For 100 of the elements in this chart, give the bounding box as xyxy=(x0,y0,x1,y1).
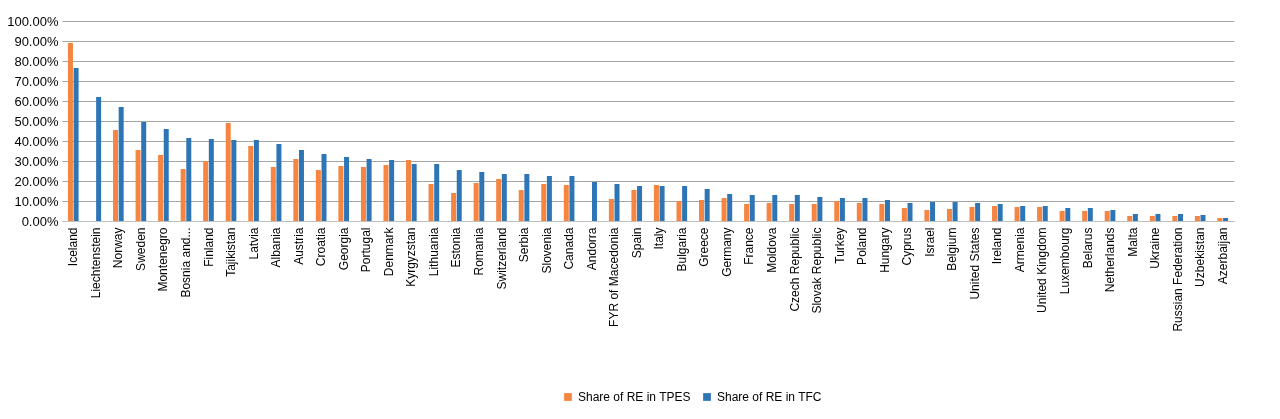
y-tick-label: 0.00% xyxy=(21,213,59,229)
bar xyxy=(96,97,102,221)
bar xyxy=(113,130,119,221)
bar xyxy=(856,203,862,221)
x-tick-label: Liechtenstein xyxy=(88,227,103,299)
bar xyxy=(653,185,659,221)
x-tick-label: Serbia xyxy=(517,227,532,263)
bar xyxy=(203,161,209,221)
bar xyxy=(118,107,124,221)
bar xyxy=(163,129,169,221)
x-tick-label: Moldova xyxy=(764,227,779,273)
x-tick-label: United States xyxy=(967,227,982,300)
x-tick-label: Tajikistan xyxy=(224,227,239,277)
x-tick-label: Luxembourg xyxy=(1057,227,1072,295)
bar xyxy=(501,174,507,221)
y-tick-label: 100.00% xyxy=(7,13,59,29)
bar xyxy=(225,123,231,221)
bar xyxy=(1194,216,1200,221)
x-tick-label: Slovak Republic xyxy=(810,227,825,314)
bar xyxy=(135,150,141,221)
bar xyxy=(67,43,73,221)
x-tick-label: Croatia xyxy=(314,227,329,267)
bar xyxy=(789,204,795,221)
bar xyxy=(73,68,79,221)
bar xyxy=(141,122,147,221)
bar xyxy=(1172,216,1178,221)
x-tick-label: Lithuania xyxy=(426,227,441,277)
bar xyxy=(321,154,327,221)
bar xyxy=(946,209,952,221)
bar xyxy=(1104,211,1110,221)
x-tick-label: Israel xyxy=(922,227,937,257)
bar xyxy=(298,150,304,221)
bar xyxy=(293,159,299,221)
bar xyxy=(496,179,502,221)
x-tick-label: Canada xyxy=(562,227,577,270)
bar xyxy=(344,157,350,221)
x-tick-label: Ireland xyxy=(990,227,1005,265)
x-tick-label: Germany xyxy=(719,227,734,277)
bar xyxy=(930,202,936,221)
bar xyxy=(186,138,192,221)
bar xyxy=(546,176,552,221)
x-tick-label: Armenia xyxy=(1012,227,1027,273)
bar xyxy=(518,190,524,221)
bar xyxy=(1087,208,1093,221)
x-tick-label: Montenegro xyxy=(156,227,171,292)
y-tick-label: 40.00% xyxy=(14,133,59,149)
x-tick-label: Portugal xyxy=(359,227,374,273)
bar xyxy=(682,186,688,221)
x-tick-label: Romania xyxy=(471,227,486,276)
bar xyxy=(1155,214,1161,221)
x-tick-label: Poland xyxy=(855,227,870,265)
bar xyxy=(1059,211,1065,221)
y-tick-label: 30.00% xyxy=(14,153,59,169)
x-tick-label: Netherlands xyxy=(1103,227,1118,293)
bar xyxy=(901,208,907,221)
bar xyxy=(451,193,457,221)
bar xyxy=(158,155,164,221)
bar xyxy=(862,198,868,221)
bar xyxy=(1177,214,1183,221)
bar xyxy=(721,198,727,221)
bar xyxy=(614,184,620,221)
bar xyxy=(541,184,547,221)
x-tick-label: France xyxy=(742,227,757,265)
bar xyxy=(456,170,462,221)
bar xyxy=(180,169,186,221)
x-tick-label: Belarus xyxy=(1080,227,1095,269)
bar xyxy=(969,207,975,221)
bar xyxy=(248,146,254,221)
x-tick-label: Czech Republic xyxy=(787,227,802,312)
bar xyxy=(811,204,817,221)
bar xyxy=(569,176,575,221)
bar xyxy=(473,183,479,221)
bar xyxy=(389,160,395,221)
bar xyxy=(434,164,440,221)
bar xyxy=(1149,216,1155,221)
x-tick-label: Andorra xyxy=(584,227,599,271)
bar xyxy=(1127,216,1133,221)
x-tick-label: Norway xyxy=(111,227,126,269)
bar xyxy=(772,195,778,221)
bar xyxy=(1110,210,1116,221)
bar xyxy=(1082,211,1088,221)
x-tick-label: Italy xyxy=(652,227,667,250)
y-tick-label: 70.00% xyxy=(14,73,59,89)
legend-label: Share of RE in TPES xyxy=(578,390,691,404)
bar xyxy=(591,182,597,221)
bar xyxy=(997,204,1003,221)
bar xyxy=(952,202,958,221)
bar xyxy=(270,167,276,221)
bar xyxy=(406,160,412,221)
bar xyxy=(208,139,214,221)
x-tick-label: Albania xyxy=(269,227,284,268)
bar xyxy=(766,203,772,221)
bar xyxy=(676,201,682,221)
bar xyxy=(907,203,913,221)
bar xyxy=(1217,218,1223,221)
bar xyxy=(1020,206,1026,221)
x-tick-label: Uzbekistan xyxy=(1193,227,1208,287)
bar xyxy=(608,199,614,221)
x-tick-label: Georgia xyxy=(336,227,351,271)
bar xyxy=(631,190,637,221)
